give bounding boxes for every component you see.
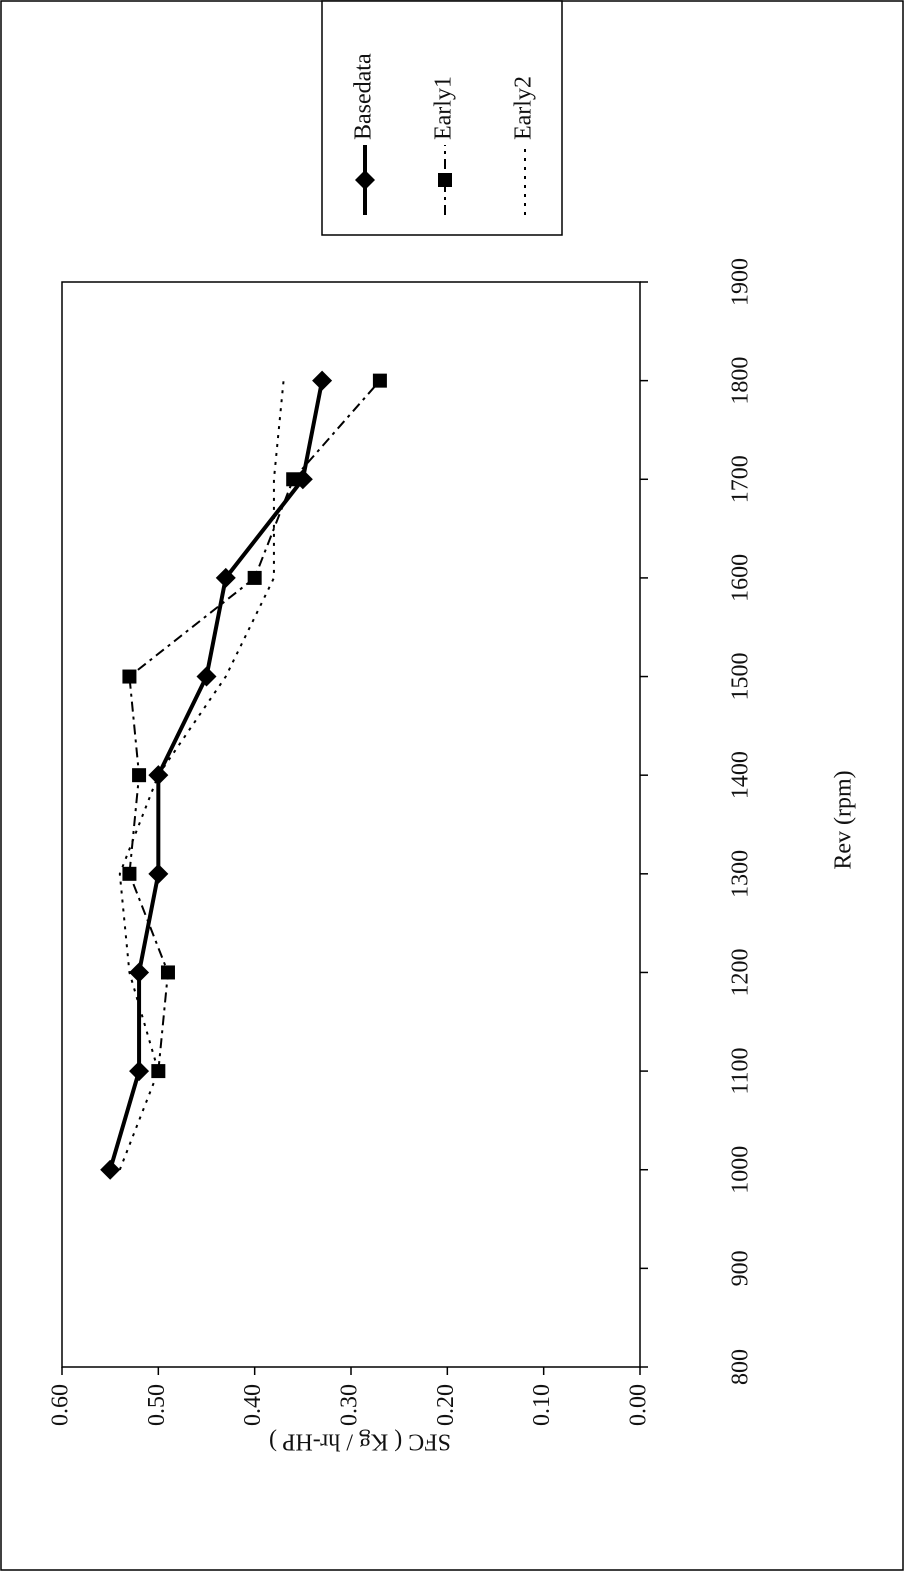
x-tick-label: 1100: [728, 1048, 754, 1095]
marker: [122, 866, 137, 881]
x-tick-label: 900: [728, 1250, 754, 1286]
legend-label: Early1: [431, 76, 457, 140]
x-axis-label: Rev (rpm): [831, 770, 857, 869]
y-tick-label: 0.00: [626, 1384, 652, 1426]
x-tick-label: 1500: [728, 653, 754, 701]
marker: [160, 965, 175, 980]
marker: [148, 863, 169, 884]
legend-marker: [438, 173, 452, 187]
x-tick-label: 1600: [728, 554, 754, 602]
marker: [372, 373, 387, 388]
x-tick-label: 1700: [728, 455, 754, 503]
x-tick-label: 1300: [728, 850, 754, 898]
marker: [312, 370, 333, 391]
marker: [129, 962, 150, 983]
marker: [122, 669, 137, 684]
marker: [100, 1159, 121, 1180]
legend: [321, 0, 563, 236]
x-tick-label: 1900: [728, 258, 754, 306]
marker: [148, 765, 169, 786]
marker: [129, 1061, 150, 1082]
x-tick-label: 1400: [728, 751, 754, 799]
y-tick-label: 0.30: [337, 1384, 363, 1426]
marker: [215, 567, 236, 588]
x-tick-label: 1200: [728, 948, 754, 996]
y-axis-label: SFC ( Kg / hr-HP ): [269, 1428, 451, 1454]
marker: [286, 472, 301, 487]
legend-marker: [355, 170, 375, 190]
marker: [151, 1064, 166, 1079]
legend-label: Basedata: [351, 53, 377, 140]
plot-area: [61, 281, 641, 1368]
x-tick-label: 800: [728, 1349, 754, 1385]
x-tick-label: 1000: [728, 1146, 754, 1194]
x-tick-label: 1800: [728, 357, 754, 405]
y-tick-label: 0.20: [433, 1384, 459, 1426]
series-line: [128, 379, 381, 1072]
marker: [196, 666, 217, 687]
y-tick-label: 0.60: [48, 1384, 74, 1426]
marker: [247, 570, 262, 585]
y-tick-label: 0.10: [529, 1384, 555, 1426]
y-tick-label: 0.40: [240, 1384, 266, 1426]
y-tick-label: 0.50: [144, 1384, 170, 1426]
legend-label: Early2: [511, 76, 537, 140]
marker: [132, 768, 147, 783]
